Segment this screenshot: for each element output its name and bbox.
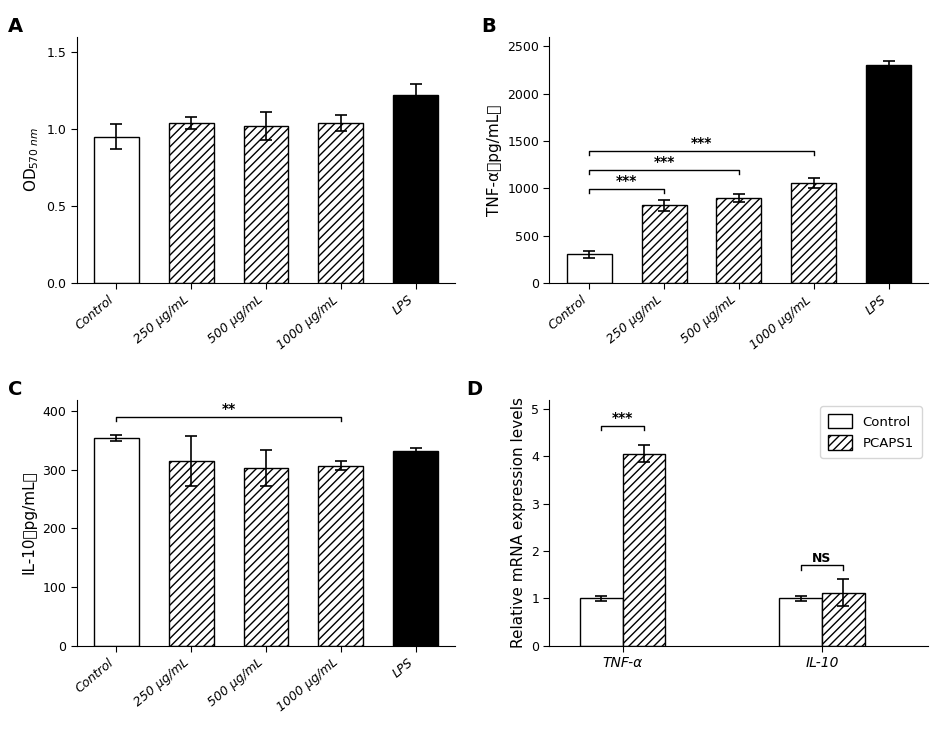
Bar (779, 598, 821, 645)
Text: ***: *** (615, 174, 636, 188)
Bar (93, 438, 139, 645)
Y-axis label: IL-10（pg/mL）: IL-10（pg/mL） (22, 471, 37, 575)
Bar (318, 466, 362, 645)
Text: **: ** (221, 402, 235, 417)
Bar (622, 454, 665, 645)
Bar (716, 198, 761, 283)
Y-axis label: OD$_{570\ nm}$: OD$_{570\ nm}$ (22, 127, 41, 192)
Bar (93, 137, 139, 283)
Bar (244, 468, 288, 645)
Bar (393, 451, 438, 645)
Bar (821, 593, 864, 645)
Text: ***: *** (690, 136, 712, 150)
Bar (866, 65, 910, 283)
Bar (790, 183, 835, 283)
Bar (566, 254, 611, 283)
Text: NS: NS (812, 552, 831, 565)
Text: C: C (8, 379, 23, 398)
Text: ***: *** (612, 412, 632, 425)
Text: B: B (480, 17, 496, 36)
Bar (318, 123, 362, 283)
Text: A: A (8, 17, 24, 36)
Text: D: D (465, 379, 481, 398)
Y-axis label: Relative mRNA expression levels: Relative mRNA expression levels (510, 397, 525, 648)
Bar (168, 123, 213, 283)
Bar (244, 126, 288, 283)
Bar (641, 205, 685, 283)
Bar (393, 95, 438, 283)
Bar (580, 598, 622, 645)
Legend: Control, PCAPS1: Control, PCAPS1 (819, 406, 920, 458)
Bar (168, 461, 213, 645)
Text: ***: *** (652, 155, 674, 169)
Y-axis label: TNF-α（pg/mL）: TNF-α（pg/mL） (486, 104, 501, 216)
